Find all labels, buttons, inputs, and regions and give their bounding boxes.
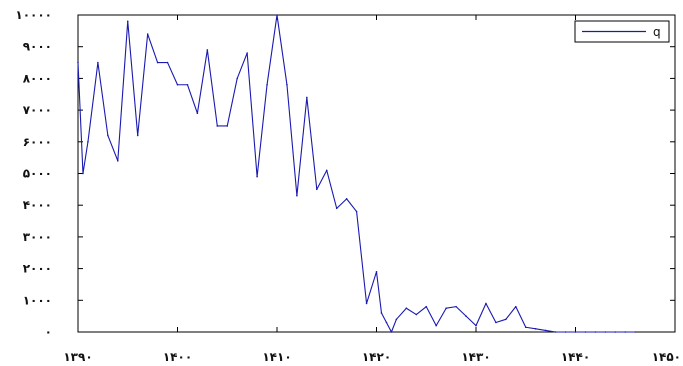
- data-point: [186, 83, 189, 86]
- data-point: [276, 14, 278, 16]
- data-point: [524, 326, 527, 329]
- data-point: [325, 169, 328, 172]
- data-point: [286, 83, 288, 86]
- data-point: [82, 172, 84, 175]
- data-point: [425, 305, 428, 308]
- data-point: [77, 61, 79, 64]
- x-tick-label: ۱۴۱۰: [262, 350, 291, 364]
- data-point: [355, 210, 358, 213]
- y-tick-label: ۶۰۰۰: [23, 135, 52, 149]
- data-point: [226, 125, 229, 127]
- data-point: [246, 52, 248, 54]
- plot-frame: [77, 14, 676, 333]
- data-point: [624, 331, 627, 333]
- data-point: [117, 160, 119, 162]
- data-point: [614, 331, 617, 333]
- data-point: [146, 33, 149, 35]
- y-tick-label: ۵۰۰۰: [23, 167, 52, 181]
- data-point: [380, 312, 383, 314]
- data-point: [505, 318, 507, 321]
- data-point: [166, 61, 169, 64]
- x-tick-label: ۱۴۰۰: [163, 350, 192, 364]
- data-point: [594, 331, 597, 333]
- x-axis: ۱۳۹۰ ۱۴۰۰ ۱۴۱۰ ۱۴۲۰ ۱۴۳۰ ۱۴۴۰ ۱۴۵۰: [63, 15, 681, 364]
- y-tick-label: ۸۰۰۰: [23, 71, 52, 85]
- data-point: [604, 331, 607, 333]
- y-axis: ۰ ۱۰۰۰ ۲۰۰۰ ۳۰۰۰ ۴۰۰۰ ۵۰۰۰ ۶۰۰۰ ۷۰۰۰ ۸۰۰۰ ۹۰۰۰ ۱۰۰…: [15, 8, 675, 339]
- x-tick-label: ۱۳۹۰: [63, 350, 92, 364]
- data-point: [266, 83, 268, 86]
- data-point: [634, 331, 636, 333]
- data-point: [345, 198, 348, 200]
- data-point: [196, 112, 199, 115]
- data-point: [306, 96, 308, 99]
- legend-label-q: q: [653, 25, 661, 39]
- data-point: [534, 328, 537, 330]
- data-point: [445, 307, 447, 310]
- data-point: [495, 321, 497, 324]
- data-point: [316, 188, 318, 191]
- data-point: [465, 315, 467, 317]
- data-point: [87, 141, 89, 143]
- x-tick-label: ۱۴۵۰: [652, 350, 681, 364]
- legend: q: [574, 20, 670, 43]
- y-tick-label: ۹۰۰۰: [23, 40, 52, 54]
- x-tick-label: ۱۴۴۰: [561, 350, 590, 364]
- data-point: [390, 331, 393, 333]
- data-point: [126, 20, 129, 23]
- data-point: [395, 318, 398, 321]
- data-point: [375, 270, 378, 273]
- y-tick-label: ۱۰۰۰۰: [15, 8, 52, 22]
- data-point: [136, 134, 139, 137]
- data-point: [107, 134, 109, 137]
- data-point: [206, 49, 209, 51]
- data-point: [385, 321, 388, 324]
- data-point: [335, 207, 338, 210]
- data-point: [435, 324, 438, 327]
- data-point: [236, 77, 238, 80]
- series-layer: [77, 14, 636, 333]
- y-tick-label: ۴۰۰۰: [23, 198, 52, 212]
- data-point: [216, 125, 219, 127]
- y-tick-label: ۰: [45, 325, 52, 339]
- data-point: [564, 331, 567, 333]
- data-point: [156, 61, 159, 64]
- y-tick-label: ۲۰۰۰: [23, 262, 52, 276]
- data-point: [554, 331, 557, 333]
- x-tick-label: ۱۴۲۰: [362, 350, 391, 364]
- y-tick-label: ۳۰۰۰: [23, 230, 52, 244]
- data-point: [176, 83, 179, 86]
- data-point: [415, 313, 418, 316]
- y-tick-label: ۱۰۰۰: [23, 293, 52, 307]
- data-point: [485, 302, 487, 305]
- series-line-q: [77, 14, 636, 333]
- data-point: [455, 305, 457, 308]
- data-point: [584, 331, 587, 333]
- data-point: [296, 194, 298, 197]
- data-point: [365, 302, 368, 305]
- x-tick-label: ۱۴۳۰: [461, 350, 490, 364]
- data-point: [97, 61, 99, 64]
- data-point: [405, 307, 408, 310]
- data-point: [475, 324, 477, 327]
- data-point: [574, 331, 577, 333]
- data-point: [544, 329, 547, 332]
- data-point: [515, 305, 517, 308]
- y-tick-label: ۷۰۰۰: [23, 103, 52, 117]
- data-point: [256, 175, 258, 178]
